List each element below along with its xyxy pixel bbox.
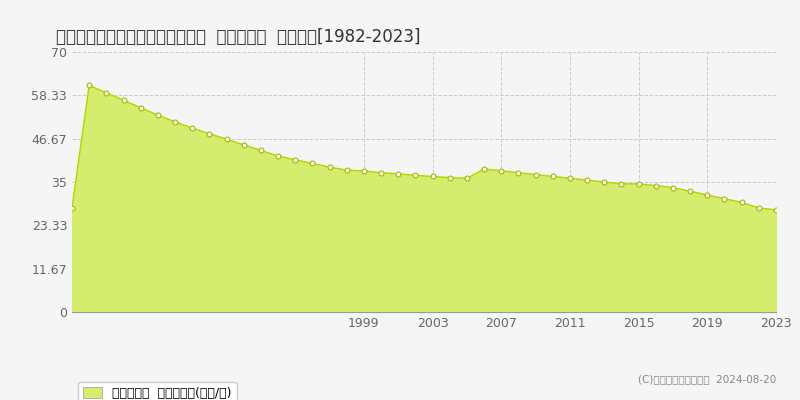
Text: 神奈川県中郡大磯町月京９９番３  基準地価格  地価推移[1982-2023]: 神奈川県中郡大磯町月京９９番３ 基準地価格 地価推移[1982-2023]	[56, 28, 421, 46]
Text: (C)土地価格ドットコム  2024-08-20: (C)土地価格ドットコム 2024-08-20	[638, 374, 776, 384]
Legend: 基準地価格  平均坪単価(万円/坪): 基準地価格 平均坪単価(万円/坪)	[78, 382, 237, 400]
